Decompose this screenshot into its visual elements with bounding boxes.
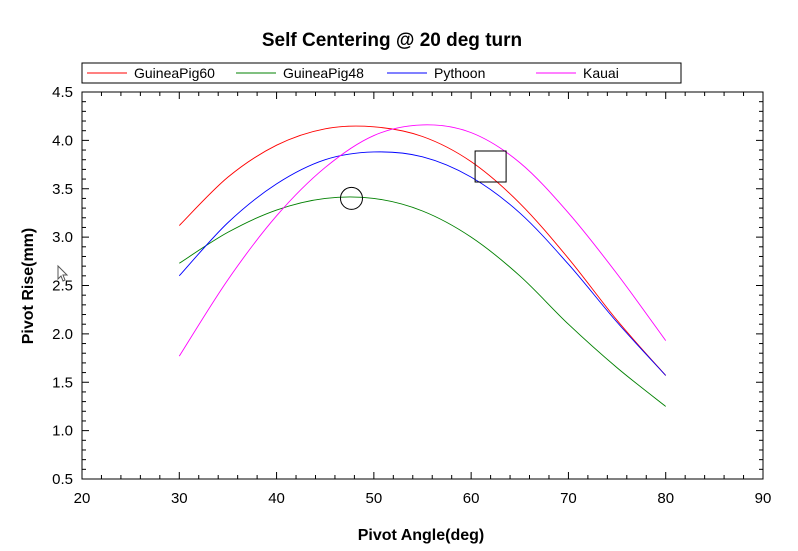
x-tick-label: 90 [755,490,772,507]
y-tick-label: 0.5 [52,471,73,488]
x-axis-label: Pivot Angle(deg) [358,527,485,544]
chart-title: Self Centering @ 20 deg turn [262,30,522,51]
x-tick-label: 60 [463,490,480,507]
square-marker [474,150,507,183]
plot-area [81,91,764,480]
series-layer [178,124,667,407]
marker-layer [339,150,507,210]
x-tick-label: 40 [268,490,285,507]
legend: GuineaPig60 GuineaPig48 Pythoon Kauai [81,62,682,84]
x-tick-label: 20 [74,490,91,507]
y-tick-label: 3.0 [52,229,73,246]
x-tick-label: 50 [366,490,383,507]
series-line-guineapig60 [178,125,667,376]
legend-label-guineapig48: GuineaPig48 [283,65,364,81]
legend-box [81,62,682,84]
y-tick-label: 4.5 [52,84,73,101]
series-line-pythoon [178,151,667,376]
series-line-kauai [178,124,667,357]
y-tick-label: 2.5 [52,278,73,295]
legend-label-guineapig60: GuineaPig60 [134,65,215,81]
series-line-guineapig48 [179,196,666,407]
y-tick-label: 3.5 [52,181,73,198]
legend-label-pythoon: Pythoon [434,65,485,81]
circle-marker [339,186,363,210]
y-tick-label: 1.5 [52,374,73,391]
y-tick-label: 2.0 [52,326,73,343]
x-tick-label: 80 [657,490,674,507]
x-tick-label: 70 [560,490,577,507]
legend-label-kauai: Kauai [583,65,619,81]
y-tick-label: 4.0 [52,132,73,149]
mouse-cursor-icon [57,264,69,282]
y-tick-label: 1.0 [52,423,73,440]
axes: 20 30 40 50 60 70 80 90 0.5 1.0 1.5 2.0 2.5 3.0 3.5 4.0… [52,84,771,507]
y-axis-label: Pivot Rise(mm) [20,228,37,344]
x-tick-label: 30 [171,490,188,507]
